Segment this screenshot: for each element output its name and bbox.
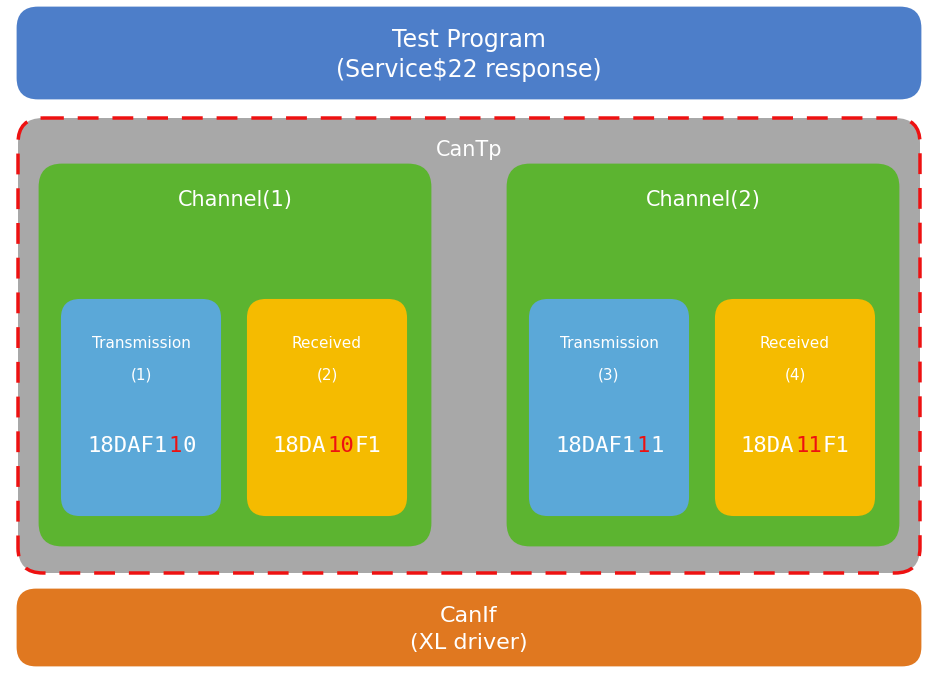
Text: F1: F1 xyxy=(355,436,382,456)
Text: (3): (3) xyxy=(598,368,620,383)
Text: CanIf: CanIf xyxy=(440,605,498,626)
FancyBboxPatch shape xyxy=(248,300,406,515)
FancyBboxPatch shape xyxy=(18,590,920,665)
Text: CanTp: CanTp xyxy=(436,140,502,160)
Text: 18DAF1: 18DAF1 xyxy=(555,436,635,456)
Text: Received: Received xyxy=(760,335,830,350)
Text: 11: 11 xyxy=(795,436,822,456)
Text: Channel(1): Channel(1) xyxy=(177,190,293,210)
Text: 1: 1 xyxy=(169,436,182,456)
FancyBboxPatch shape xyxy=(508,165,898,545)
Text: 18DA: 18DA xyxy=(273,436,326,456)
Text: 10: 10 xyxy=(327,436,355,456)
Text: 18DA: 18DA xyxy=(741,436,794,456)
Text: Test Program: Test Program xyxy=(392,28,546,52)
Text: (2): (2) xyxy=(316,368,338,383)
Text: (XL driver): (XL driver) xyxy=(410,632,528,653)
Text: (4): (4) xyxy=(784,368,806,383)
Text: 0: 0 xyxy=(183,436,196,456)
Text: (1): (1) xyxy=(130,368,152,383)
Text: Transmission: Transmission xyxy=(92,335,190,350)
FancyBboxPatch shape xyxy=(530,300,688,515)
Text: 18DAF1: 18DAF1 xyxy=(87,436,167,456)
FancyBboxPatch shape xyxy=(40,165,430,545)
Text: 1: 1 xyxy=(637,436,650,456)
Text: Transmission: Transmission xyxy=(560,335,658,350)
FancyBboxPatch shape xyxy=(62,300,220,515)
Text: 1: 1 xyxy=(651,436,664,456)
FancyBboxPatch shape xyxy=(18,118,920,573)
FancyBboxPatch shape xyxy=(716,300,874,515)
Text: Channel(2): Channel(2) xyxy=(645,190,761,210)
Text: (Service$22 response): (Service$22 response) xyxy=(336,58,602,82)
Text: Received: Received xyxy=(292,335,362,350)
Text: F1: F1 xyxy=(823,436,850,456)
FancyBboxPatch shape xyxy=(18,8,920,98)
